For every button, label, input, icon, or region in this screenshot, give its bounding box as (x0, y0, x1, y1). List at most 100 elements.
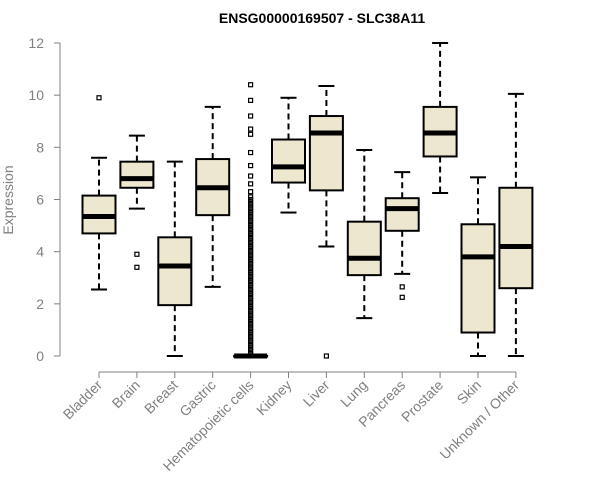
box-6 (308, 85, 344, 359)
outlier-point (248, 314, 254, 320)
x-tick-label: Bladder (60, 377, 106, 423)
box-iqr (271, 138, 306, 184)
outlier-point (248, 298, 254, 304)
outlier-point (248, 202, 254, 208)
box-1 (119, 134, 155, 270)
outlier-point (248, 249, 254, 255)
outlier-point (248, 332, 254, 338)
y-axis: 0 2 4 6 8 10 12 (28, 35, 61, 364)
outlier-point (248, 269, 254, 276)
outlier-point (248, 340, 254, 346)
outlier-point (248, 335, 254, 341)
outlier-point (248, 209, 254, 216)
outlier-point (248, 324, 254, 330)
box-9 (422, 42, 458, 194)
box-iqr (157, 236, 193, 307)
outlier-point (248, 350, 254, 356)
outlier-point (248, 280, 254, 286)
outlier-point (248, 301, 254, 307)
outlier-point (248, 246, 254, 252)
boxes (81, 42, 534, 359)
outlier-point (248, 126, 254, 132)
box-iqr (119, 160, 155, 189)
box-2 (157, 160, 193, 357)
outlier-point (248, 306, 254, 312)
y-tick-label: 6 (36, 192, 44, 208)
box-5 (271, 96, 306, 214)
box-8 (384, 171, 420, 300)
box-iqr (498, 186, 534, 290)
x-tick-label: Lung (337, 377, 370, 410)
chart-title: ENSG00000169507 - SLC38A11 (219, 10, 425, 26)
y-tick-label: 12 (28, 35, 44, 51)
y-tick-label: 10 (28, 87, 44, 103)
outlier-point (248, 293, 254, 299)
outlier-point (248, 97, 254, 103)
box-7 (346, 148, 382, 320)
box-4 (233, 82, 269, 359)
x-tick-label: Brain (109, 377, 143, 411)
outlier-point (248, 207, 254, 213)
outlier-point (248, 233, 254, 239)
box-10 (460, 176, 496, 357)
outlier-point (248, 309, 254, 315)
outlier-point (248, 256, 254, 263)
outlier-point (248, 342, 254, 349)
box-iqr (384, 197, 420, 232)
outlier-point (248, 212, 254, 218)
outlier-point (248, 162, 254, 169)
outlier-point (248, 236, 254, 242)
outlier-point (248, 196, 254, 203)
y-tick-label: 2 (36, 296, 44, 312)
outlier-point (248, 264, 254, 270)
outlier-point (248, 272, 254, 278)
outlier-point (248, 290, 254, 296)
box-3 (195, 105, 231, 288)
outlier-point (248, 194, 254, 200)
outlier-point (248, 303, 254, 310)
outlier-point (248, 262, 254, 268)
outlier-point (248, 199, 254, 205)
x-tick-label: Kidney (253, 377, 295, 419)
outlier-point (248, 275, 254, 281)
y-tick-label: 4 (36, 244, 44, 260)
outlier-point (248, 282, 254, 289)
outlier-point (248, 220, 254, 226)
outlier-point (248, 251, 254, 257)
box-iqr (460, 223, 496, 334)
outlier-point (248, 267, 254, 273)
x-tick-label: Breast (141, 377, 181, 417)
outlier-point (134, 264, 140, 270)
outlier-point (248, 222, 254, 229)
outlier-point (248, 149, 254, 156)
outlier-point (248, 337, 254, 343)
outlier-point (248, 345, 254, 351)
y-axis-label: Expression (0, 165, 16, 234)
y-tick-label: 8 (36, 139, 44, 155)
outlier-point (248, 173, 254, 179)
outlier-point (248, 311, 254, 317)
outlier-point (248, 327, 254, 333)
outlier-point (248, 217, 254, 223)
outlier-point (248, 241, 254, 247)
outlier-point (248, 254, 254, 260)
outlier-point (248, 329, 254, 336)
outlier-point (248, 348, 254, 354)
outlier-point (248, 238, 254, 244)
outlier-point (248, 296, 254, 302)
outlier-point (248, 181, 254, 187)
outlier-point (248, 113, 254, 119)
outlier-point (248, 131, 254, 137)
outlier-point (248, 288, 254, 294)
x-tick-label: Skin (454, 377, 485, 408)
outlier-point (248, 204, 254, 210)
box-iqr (346, 220, 382, 277)
outlier-point (248, 215, 254, 221)
x-tick-label: Liver (300, 377, 333, 410)
box-11 (498, 92, 534, 357)
outlier-point (248, 225, 254, 231)
outlier-point (248, 316, 254, 323)
outlier-point (248, 228, 254, 234)
